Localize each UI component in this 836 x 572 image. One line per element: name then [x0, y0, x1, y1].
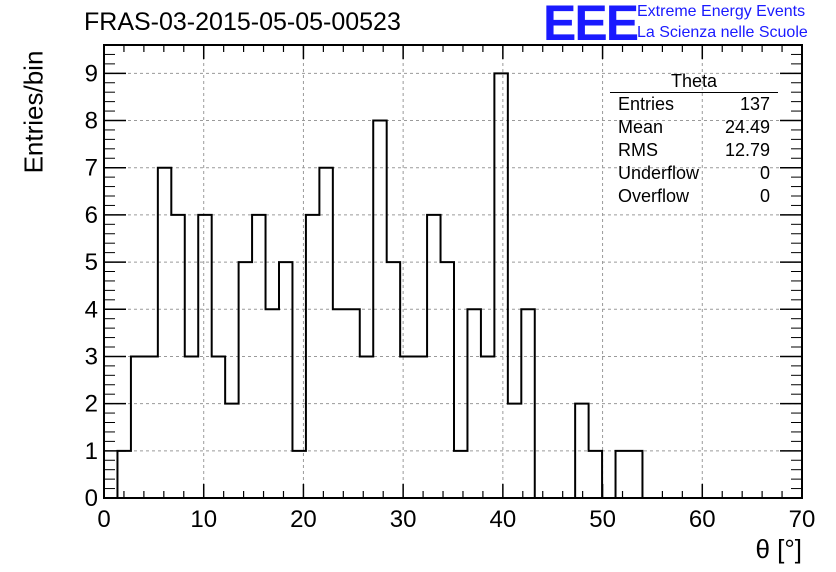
x-tick-label: 0	[97, 506, 110, 533]
stats-value: 0	[759, 186, 770, 206]
x-tick-label: 30	[390, 506, 417, 533]
stats-label: Underflow	[618, 163, 700, 183]
y-tick-label: 8	[85, 108, 98, 135]
stats-label: RMS	[618, 140, 658, 160]
x-tick-label: 70	[789, 506, 816, 533]
histogram-step-line	[116, 72, 644, 499]
stats-label: Overflow	[618, 186, 690, 206]
x-tick-label: 60	[689, 506, 716, 533]
logo-text-line2: La Scienza nelle Scuole	[637, 24, 808, 41]
y-tick-label: 6	[85, 202, 98, 229]
axis-tick-labels: 0 10 20 30 40 50 60 70 0 1 2 3 4 5 6 7 8 9	[85, 60, 816, 533]
y-tick-label: 1	[85, 438, 98, 465]
stats-title: Theta	[610, 70, 778, 93]
y-tick-label: 3	[85, 343, 98, 370]
y-tick-label: 4	[85, 296, 98, 323]
x-tick-label: 20	[290, 506, 317, 533]
y-tick-label: 0	[85, 485, 98, 512]
stats-row-underflow: Underflow 0	[610, 162, 778, 185]
stats-row-overflow: Overflow 0	[610, 185, 778, 208]
stats-row-entries: Entries 137	[610, 93, 778, 116]
y-tick-label: 9	[85, 60, 98, 87]
logo-text-line1: Extreme Energy Events	[637, 3, 806, 20]
x-tick-label: 10	[190, 506, 217, 533]
stats-label: Mean	[618, 117, 664, 137]
stats-box: Theta Entries 137 Mean 24.49 RMS 12.79 U…	[610, 70, 778, 208]
stats-value: 24.49	[724, 117, 770, 137]
stats-value: 137	[739, 94, 770, 114]
stats-label: Entries	[618, 94, 675, 114]
chart-title: FRAS-03-2015-05-05-00523	[84, 8, 401, 36]
stats-value: 12.79	[724, 140, 770, 160]
x-tick-label: 40	[490, 506, 517, 533]
x-tick-label: 50	[589, 506, 616, 533]
x-axis-label: θ [°]	[755, 534, 802, 564]
axis-ticks	[103, 45, 803, 499]
eee-logo-icon: EEE	[543, 0, 639, 51]
stats-row-mean: Mean 24.49	[610, 116, 778, 139]
stats-row-rms: RMS 12.79	[610, 139, 778, 162]
y-tick-label: 2	[85, 391, 98, 418]
y-axis-label: Entries/bin	[18, 50, 49, 174]
y-tick-label: 7	[85, 155, 98, 182]
stats-value: 0	[759, 163, 770, 183]
y-tick-label: 5	[85, 249, 98, 276]
